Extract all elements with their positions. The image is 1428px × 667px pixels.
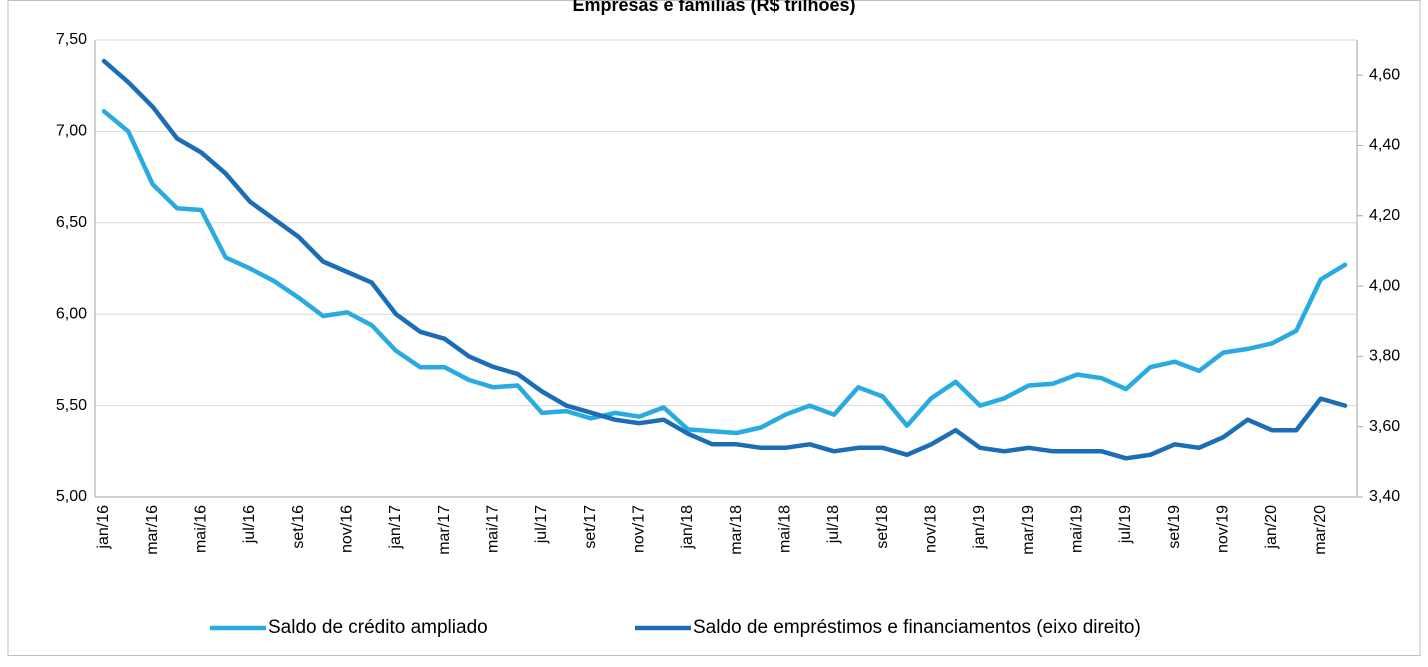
y2-tick-label: 4,60 [1369,66,1400,83]
x-tick-label: jan/20 [1263,505,1280,550]
x-tick-label: nov/18 [923,505,940,553]
y2-tick-label: 4,20 [1369,207,1400,224]
x-tick-label: mar/20 [1312,505,1329,555]
series-line [101,58,1348,461]
series-line [101,109,1348,436]
x-tick-label: jan/18 [679,505,696,550]
x-tick-label: mar/18 [728,505,745,555]
y-tick-label: 6,00 [56,305,87,322]
y-tick-label: 7,00 [56,123,87,140]
x-tick-label: nov/16 [339,505,356,553]
x-tick-label: jan/19 [971,505,988,550]
y2-tick-label: 3,80 [1369,348,1400,365]
x-tick-label: nov/17 [631,505,648,553]
x-tick-label: set/18 [874,505,891,549]
y-tick-label: 7,50 [56,31,87,48]
x-tick-label: nov/19 [1215,505,1232,553]
x-tick-label: mai/16 [193,505,210,553]
x-tick-label: set/19 [1166,505,1183,549]
x-tick-label: mai/18 [777,505,794,553]
x-tick-label: jul/19 [1117,505,1134,544]
x-tick-label: jul/18 [825,505,842,544]
x-tick-label: jul/16 [241,505,258,544]
x-tick-label: mai/19 [1069,505,1086,553]
y-tick-label: 5,00 [56,488,87,505]
legend-label: Saldo de empréstimos e financiamentos (e… [693,617,1141,638]
x-tick-label: mar/17 [436,505,453,555]
x-tick-label: jan/17 [387,505,404,550]
y-tick-label: 6,50 [56,214,87,231]
x-tick-label: mar/19 [1020,505,1037,555]
x-tick-label: mai/17 [485,505,502,553]
legend-label: Saldo de crédito ampliado [268,617,488,638]
y2-tick-label: 4,40 [1369,137,1400,154]
chart-title: Empresas e famílias (R$ trilhões) [572,0,855,15]
x-tick-label: set/16 [290,505,307,549]
x-tick-label: jan/16 [95,505,112,550]
y-tick-label: 5,50 [56,397,87,414]
y2-tick-label: 3,60 [1369,418,1400,435]
chart-frame [7,0,1421,656]
x-tick-label: jul/17 [533,505,550,544]
y2-tick-label: 3,40 [1369,488,1400,505]
x-tick-label: mar/16 [144,505,161,555]
x-tick-label: set/17 [582,505,599,549]
y2-tick-label: 4,00 [1369,277,1400,294]
